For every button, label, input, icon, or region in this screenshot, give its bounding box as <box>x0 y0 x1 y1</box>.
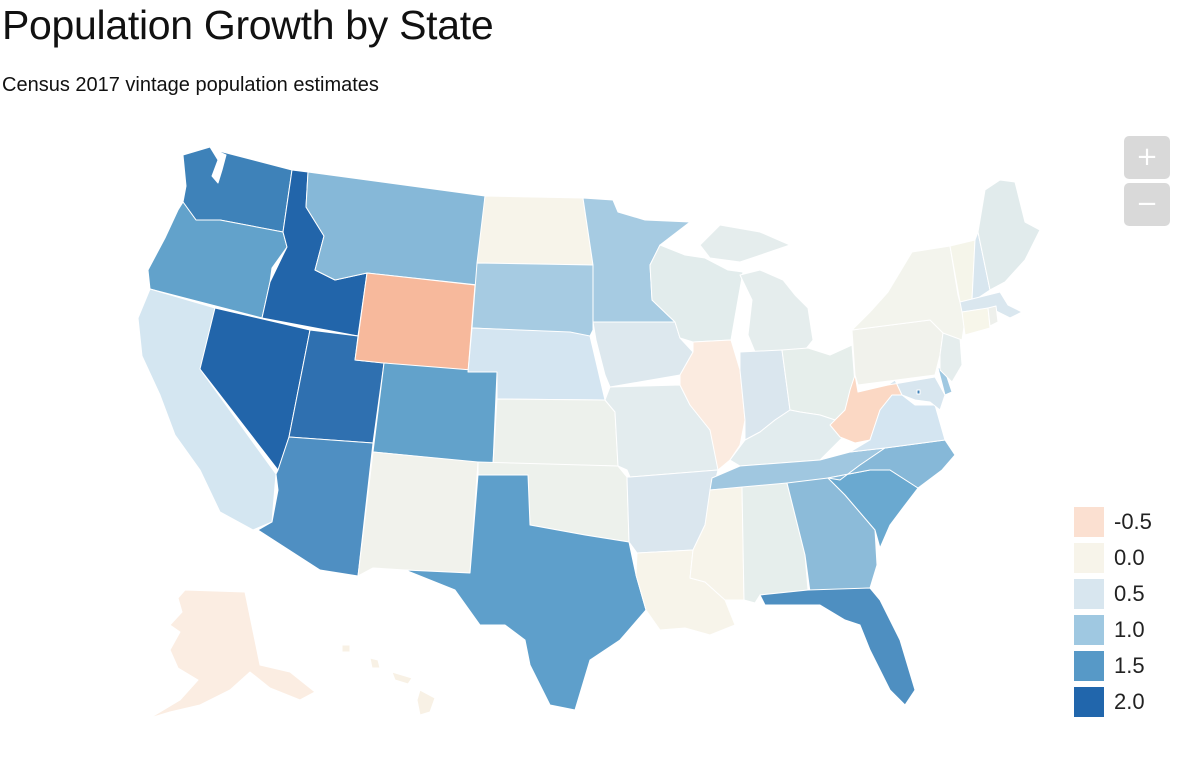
legend-item: 0.5 <box>1074 576 1152 612</box>
state-NY[interactable] <box>851 245 966 341</box>
legend-item: -0.5 <box>1074 504 1152 540</box>
state-TX[interactable] <box>404 474 647 711</box>
legend-swatch <box>1074 651 1104 681</box>
state-WA[interactable] <box>182 146 293 233</box>
state-MI[interactable] <box>699 224 814 353</box>
page-title: Population Growth by State <box>2 2 494 48</box>
state-AK[interactable] <box>149 589 316 719</box>
legend-swatch <box>1074 687 1104 717</box>
legend-swatch <box>1074 579 1104 609</box>
state-AZ[interactable] <box>257 436 374 577</box>
legend-item: 1.5 <box>1074 648 1152 684</box>
legend-swatch <box>1074 543 1104 573</box>
state-OH[interactable] <box>781 344 856 421</box>
state-ME[interactable] <box>977 179 1041 291</box>
legend-label: 1.5 <box>1114 653 1145 678</box>
state-FL[interactable] <box>759 587 916 706</box>
legend-label: 2.0 <box>1114 689 1145 714</box>
legend-item: 0.0 <box>1074 540 1152 576</box>
legend-item: 1.0 <box>1074 612 1152 648</box>
state-PA[interactable] <box>851 319 944 386</box>
state-NM[interactable] <box>357 451 479 577</box>
state-DC[interactable] <box>916 389 921 395</box>
legend-swatch <box>1074 615 1104 645</box>
state-CO[interactable] <box>372 362 498 465</box>
page-subtitle: Census 2017 vintage population estimates <box>2 74 379 96</box>
state-RI[interactable] <box>987 305 999 327</box>
legend-label: 1.0 <box>1114 617 1145 642</box>
state-HI[interactable] <box>341 644 436 716</box>
legend-item: 2.0 <box>1074 684 1152 720</box>
state-KS[interactable] <box>492 398 619 467</box>
state-SD[interactable] <box>471 262 594 338</box>
state-MT[interactable] <box>305 171 486 286</box>
zoom-in-button[interactable]: + <box>1124 136 1170 179</box>
legend-swatch <box>1074 507 1104 537</box>
state-CT[interactable] <box>961 307 991 336</box>
state-WY[interactable] <box>354 272 476 373</box>
legend: -0.5 0.0 0.5 1.0 1.5 2.0 <box>1074 504 1152 720</box>
zoom-out-button[interactable]: − <box>1124 183 1170 226</box>
legend-label: -0.5 <box>1114 509 1152 534</box>
legend-label: 0.5 <box>1114 581 1145 606</box>
state-VA[interactable] <box>849 394 946 453</box>
legend-label: 0.0 <box>1114 545 1145 570</box>
state-NC[interactable] <box>827 439 956 489</box>
state-ND[interactable] <box>476 195 594 266</box>
